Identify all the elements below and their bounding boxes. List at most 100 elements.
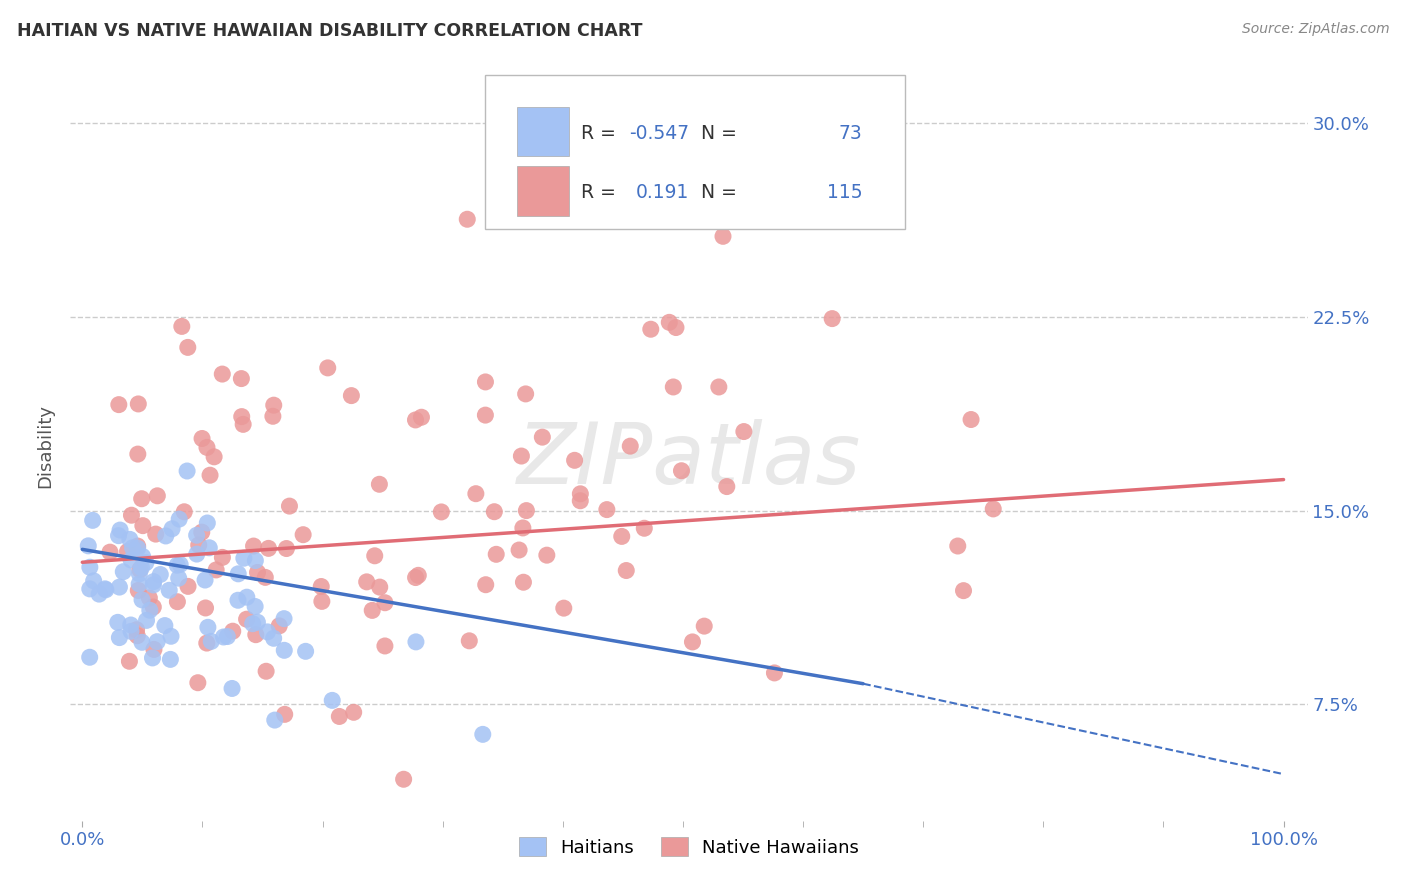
- Point: [340, 389, 363, 403]
- Point: [343, 706, 366, 720]
- Point: [159, 652, 181, 666]
- Point: [960, 412, 983, 426]
- Point: [610, 529, 633, 543]
- Point: [128, 566, 150, 581]
- Point: [195, 516, 218, 530]
- Point: [405, 413, 427, 427]
- Point: [226, 593, 249, 607]
- Text: HAITIAN VS NATIVE HAWAIIAN DISABILITY CORRELATION CHART: HAITIAN VS NATIVE HAWAIIAN DISABILITY CO…: [17, 22, 643, 40]
- Point: [117, 544, 139, 558]
- Point: [405, 570, 427, 584]
- Point: [94, 582, 117, 596]
- Point: [195, 441, 218, 455]
- Text: R =: R =: [581, 124, 616, 143]
- Point: [952, 583, 974, 598]
- Point: [211, 367, 233, 381]
- Point: [273, 612, 295, 626]
- Point: [176, 464, 198, 478]
- Text: 73: 73: [838, 124, 862, 143]
- Point: [361, 603, 384, 617]
- Point: [160, 629, 183, 643]
- Point: [94, 582, 117, 597]
- Point: [231, 409, 253, 424]
- Point: [127, 629, 149, 643]
- Point: [166, 595, 188, 609]
- Point: [981, 502, 1004, 516]
- Point: [197, 620, 219, 634]
- Point: [512, 575, 534, 590]
- Point: [135, 556, 157, 570]
- Point: [232, 551, 254, 566]
- Point: [131, 635, 153, 649]
- Point: [127, 541, 149, 556]
- Point: [569, 493, 592, 508]
- Point: [536, 548, 558, 562]
- Point: [245, 628, 267, 642]
- Point: [138, 591, 160, 605]
- Point: [254, 570, 277, 584]
- Point: [142, 642, 165, 657]
- Point: [619, 439, 641, 453]
- Point: [120, 553, 142, 567]
- Point: [108, 580, 131, 594]
- Point: [294, 644, 316, 658]
- Point: [263, 632, 285, 646]
- Text: 115: 115: [827, 184, 862, 202]
- Point: [205, 563, 228, 577]
- Point: [485, 547, 508, 561]
- Point: [186, 547, 208, 561]
- Point: [142, 578, 165, 592]
- Point: [120, 618, 142, 632]
- Point: [195, 636, 218, 650]
- Point: [191, 525, 214, 540]
- Point: [640, 322, 662, 336]
- Point: [309, 580, 332, 594]
- Point: [564, 453, 586, 467]
- Point: [153, 618, 176, 632]
- Point: [321, 693, 343, 707]
- Point: [231, 371, 253, 385]
- Point: [256, 624, 278, 639]
- Point: [177, 579, 200, 593]
- Point: [411, 410, 433, 425]
- Point: [125, 623, 148, 637]
- Point: [682, 635, 704, 649]
- Point: [169, 558, 191, 572]
- Point: [135, 614, 157, 628]
- Point: [508, 543, 530, 558]
- Point: [107, 529, 129, 543]
- Point: [146, 634, 169, 648]
- FancyBboxPatch shape: [517, 167, 569, 216]
- Point: [374, 596, 396, 610]
- Point: [127, 397, 149, 411]
- Point: [131, 560, 153, 574]
- Point: [276, 541, 298, 556]
- Point: [186, 528, 208, 542]
- Text: 0.191: 0.191: [636, 184, 689, 202]
- Point: [474, 375, 496, 389]
- Point: [127, 447, 149, 461]
- Text: -0.547: -0.547: [628, 124, 689, 143]
- Point: [821, 311, 844, 326]
- Point: [531, 430, 554, 444]
- Point: [128, 563, 150, 577]
- Point: [328, 709, 350, 723]
- Point: [614, 564, 637, 578]
- Point: [242, 616, 264, 631]
- Point: [89, 587, 111, 601]
- Point: [146, 489, 169, 503]
- Point: [474, 578, 496, 592]
- Point: [79, 650, 101, 665]
- Point: [200, 634, 222, 648]
- Point: [471, 727, 494, 741]
- Text: N =: N =: [702, 184, 737, 202]
- Point: [658, 315, 681, 329]
- Point: [82, 513, 104, 527]
- Point: [512, 521, 534, 535]
- Point: [232, 417, 254, 432]
- Text: Source: ZipAtlas.com: Source: ZipAtlas.com: [1241, 22, 1389, 37]
- Point: [155, 529, 177, 543]
- Point: [194, 573, 217, 587]
- Point: [198, 468, 221, 483]
- Point: [515, 387, 537, 401]
